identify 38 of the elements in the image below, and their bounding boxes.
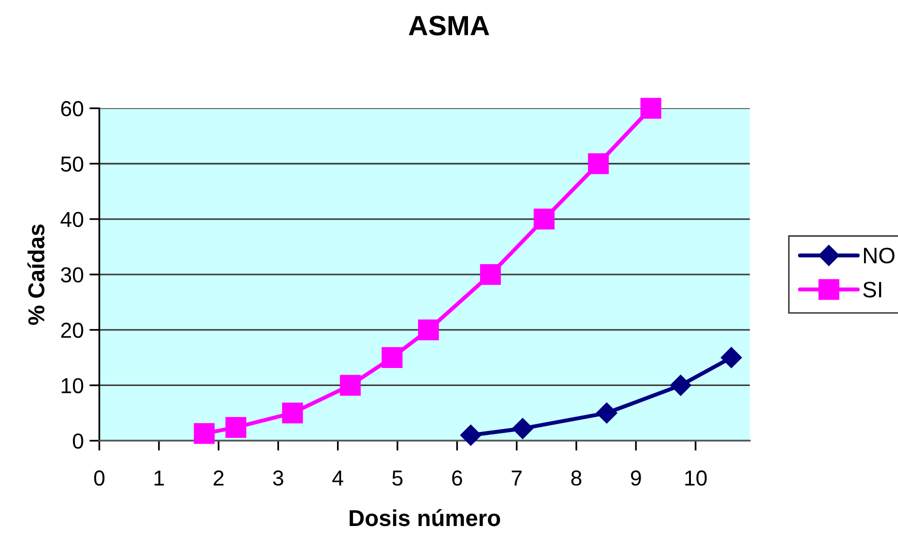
point [460, 424, 482, 446]
point [640, 98, 662, 119]
x-axis-title: Dosis número [350, 509, 500, 526]
point [596, 402, 618, 424]
point [670, 374, 692, 396]
x-tick-label: 0 [94, 470, 104, 486]
x-tick-label: 5 [392, 470, 403, 486]
y-tick-label: 30 [60, 267, 84, 282]
x-tick-label: 8 [571, 470, 582, 486]
point [382, 347, 402, 368]
point [588, 153, 609, 174]
point [512, 418, 534, 440]
chart-title: ASMA [408, 16, 490, 36]
y-tick-label: 50 [60, 156, 84, 172]
point [480, 264, 501, 285]
x-tick-label: 6 [452, 470, 462, 486]
x-tick-label: 7 [512, 470, 522, 486]
point [340, 374, 361, 396]
y-tick-label: 10 [62, 378, 84, 394]
y-tick-label: 20 [61, 322, 84, 338]
point [225, 416, 246, 438]
y-axis-title: % Caídas [27, 224, 44, 325]
y-tick-label: 60 [61, 101, 84, 116]
y-tick-label: 40 [60, 212, 84, 228]
x-tick-label: 10 [685, 470, 707, 486]
point [194, 423, 215, 444]
legend-label: SI [863, 282, 882, 298]
legend-label: NO [864, 248, 894, 264]
point [418, 319, 439, 340]
point [720, 347, 742, 368]
x-tick-label: 4 [332, 470, 344, 486]
y-tick-label: 0 [72, 433, 84, 449]
x-tick-label: 1 [154, 470, 164, 486]
point [534, 208, 555, 230]
point [282, 402, 303, 424]
x-tick-label: 3 [273, 470, 284, 486]
x-tick-label: 2 [214, 470, 224, 486]
x-tick-label: 9 [630, 470, 641, 486]
